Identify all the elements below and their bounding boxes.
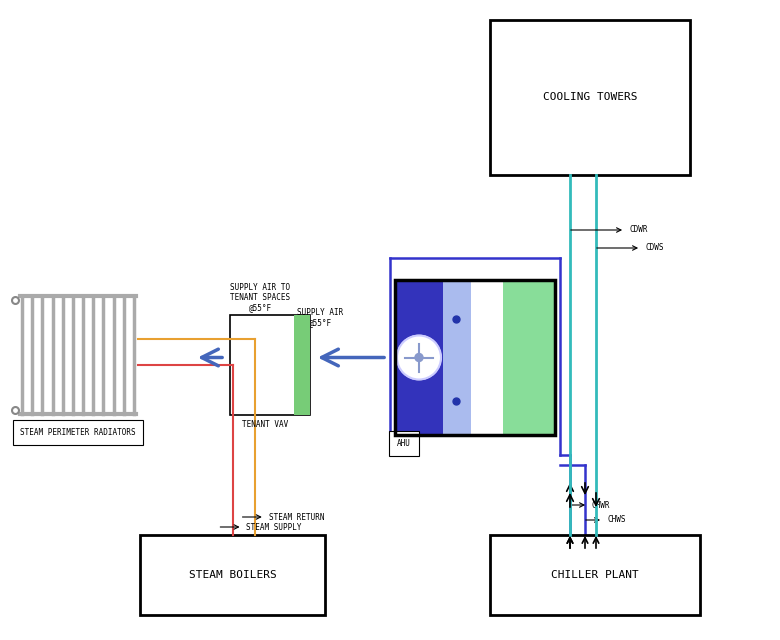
Bar [443, 280, 471, 435]
Bar [490, 20, 690, 175]
Text: CHWS: CHWS [607, 515, 626, 525]
Text: COOLING TOWERS: COOLING TOWERS [543, 93, 637, 102]
Bar [471, 280, 503, 435]
Text: STEAM PERIMETER RADIATORS: STEAM PERIMETER RADIATORS [20, 428, 136, 437]
Text: CDWS: CDWS [646, 243, 665, 253]
Text: STEAM SUPPLY: STEAM SUPPLY [246, 522, 302, 531]
Text: TENANT VAV: TENANT VAV [242, 420, 288, 429]
Text: CHILLER PLANT: CHILLER PLANT [551, 570, 639, 580]
Bar [230, 315, 310, 415]
Text: STEAM BOILERS: STEAM BOILERS [189, 570, 276, 580]
Text: SUPPLY AIR
@55°F: SUPPLY AIR @55°F [297, 308, 343, 328]
Bar [395, 280, 555, 435]
Bar [395, 280, 443, 435]
Bar [503, 280, 555, 435]
Circle shape [415, 353, 423, 362]
Text: STEAM RETURN: STEAM RETURN [268, 513, 324, 522]
Text: CDWR: CDWR [630, 225, 648, 234]
Bar [140, 535, 325, 615]
Bar [294, 315, 310, 415]
Text: AHU: AHU [397, 439, 411, 448]
Text: SUPPLY AIR TO
TENANT SPACES
@55°F: SUPPLY AIR TO TENANT SPACES @55°F [230, 283, 290, 312]
Text: CHWR: CHWR [592, 500, 611, 509]
Circle shape [397, 335, 441, 380]
Bar [490, 535, 700, 615]
